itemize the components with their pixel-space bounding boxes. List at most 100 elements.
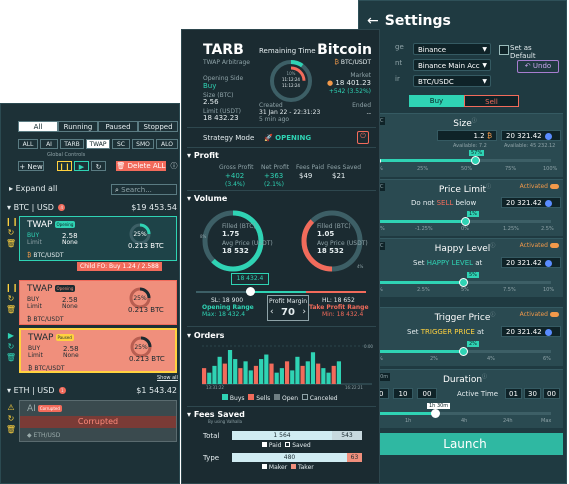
expand-all-button[interactable]: ▸ Expand all (9, 184, 58, 193)
filter-ai[interactable]: AI (40, 139, 58, 149)
order-bar (331, 365, 336, 384)
order-bar (227, 350, 233, 384)
filter-alo[interactable]: ALO (156, 139, 178, 149)
size-slider[interactable] (375, 156, 551, 165)
ethereum-icon: ◆ (27, 432, 32, 439)
order-bar (269, 363, 274, 384)
order-bar (248, 370, 253, 384)
set-default-checkbox[interactable] (499, 45, 509, 55)
refresh-button[interactable]: ↻ (91, 161, 106, 171)
orders-bar-chart (202, 345, 372, 385)
show-all-link[interactable]: Show all (157, 375, 178, 381)
strategy-card-corrupted[interactable]: AI Corrupted Corrupted ◆ ETH/USD (19, 400, 177, 442)
volume-section-header[interactable]: ▾ Volume (187, 194, 228, 203)
trash-icon: 🗑 (116, 162, 126, 170)
pair-row: ir BTC/USDC ▼ (367, 75, 559, 88)
price-change: +542 (3.52%) (328, 88, 371, 95)
stop-icon[interactable]: ⏻ (357, 131, 369, 144)
size-amount-input[interactable]: 1.2 ₿ (437, 130, 497, 141)
search-icon: ⌕ (115, 186, 119, 194)
order-bar (207, 372, 212, 384)
undo-button[interactable]: ↶ Undo (517, 60, 559, 73)
exchange-select[interactable]: Binance ▼ (413, 43, 491, 55)
chevron-down-icon: ▼ (482, 46, 487, 53)
trigger-price-input[interactable]: 20 321.42 (501, 326, 561, 337)
order-bar (300, 365, 305, 384)
order-bar (274, 372, 279, 384)
active-hours[interactable]: 01 (505, 388, 522, 399)
orders-section-header[interactable]: ▾ Orders (187, 331, 225, 340)
buy-sell-toggle: Buy Sell (409, 95, 519, 107)
pause-all-button[interactable]: ❙❙ (57, 161, 72, 171)
strategy-card[interactable]: TWAP Paused BUY Limit 2.58 None 25% 0.213… (19, 328, 177, 373)
btc-group-header[interactable]: ▾ BTC | USD 4 $19 453.54 (7, 203, 177, 212)
svg-text:4%: 4% (357, 264, 364, 269)
duration-seconds[interactable]: 00 (417, 388, 437, 399)
order-bar (290, 370, 295, 384)
range-ruler (196, 291, 366, 293)
eth-group-header[interactable]: ▾ ETH | USD 1 $1 543.42 (7, 386, 177, 395)
buy-tab[interactable]: Buy (409, 95, 464, 107)
margin-decrease[interactable]: ‹ (270, 307, 274, 317)
happy-level-slider[interactable] (375, 278, 551, 287)
card-controls[interactable]: ❙❙ ↻ 🗑 (5, 283, 19, 314)
bitcoin-icon: ₿ (27, 316, 32, 323)
happy-level-toggle[interactable]: Activated (520, 242, 559, 249)
active-seconds[interactable]: 00 (543, 388, 560, 399)
filter-tarb[interactable]: TARB (60, 139, 84, 149)
trigger-price-fill (375, 350, 463, 353)
svg-text:11:12:24: 11:12:24 (282, 83, 300, 88)
tab-all[interactable]: All (18, 121, 58, 132)
order-bar (295, 356, 300, 384)
filter-sc[interactable]: SC (112, 139, 130, 149)
price-limit-toggle[interactable]: Activated (520, 183, 559, 190)
happy-level-fill (375, 281, 463, 284)
play-icon: ▶ (78, 163, 85, 171)
back-arrow-icon[interactable]: ← (367, 13, 379, 29)
strategy-card[interactable]: TWAP Opening BUY Limit 2.58 None 25% 0.21… (19, 280, 177, 325)
pair-select[interactable]: BTC/USDC ▼ (413, 75, 491, 87)
undo-icon: ↶ (524, 62, 531, 70)
filter-all[interactable]: ALL (18, 139, 38, 149)
profit-section-header[interactable]: ▾ Profit (187, 151, 219, 160)
margin-increase[interactable]: › (302, 307, 306, 317)
trigger-price-toggle[interactable]: Activated (520, 311, 559, 318)
progress-donut: 25% (130, 336, 152, 358)
launch-button[interactable]: Launch (367, 433, 563, 455)
order-bar (253, 365, 259, 384)
order-bar (202, 368, 207, 384)
strategy-card[interactable]: TWAP Opening BUY Limit 2.58 None 25% 0.21… (19, 216, 177, 261)
search-input[interactable]: ⌕ Search... (111, 184, 177, 195)
order-bar (316, 363, 321, 384)
price-limit-slider[interactable] (375, 217, 551, 226)
account-select[interactable]: Binance Main Acc ▼ (413, 59, 491, 71)
fees-section-header[interactable]: ▾ Fees Saved (187, 410, 245, 419)
duration-knob (431, 409, 440, 418)
sell-tab[interactable]: Sell (464, 95, 519, 107)
happy-level-section: 1 BTC Happy Levelⓘ Activated Set HAPPY L… (367, 238, 563, 297)
info-icon[interactable]: ⓘ (170, 162, 178, 170)
card-controls[interactable]: ❙❙ ↻ 🗑 (5, 217, 19, 248)
play-all-button[interactable]: ▶ (74, 161, 89, 171)
duration-slider[interactable] (375, 409, 551, 418)
price-limit-fill (375, 220, 465, 223)
card-controls[interactable]: ⚠ ↻ 🗑 (5, 403, 17, 434)
tab-running[interactable]: Running (58, 121, 98, 132)
trigger-price-slider[interactable] (375, 347, 551, 356)
tab-stopped[interactable]: Stopped (138, 121, 178, 132)
card-controls[interactable]: ▶ ↻ 🗑 (5, 331, 17, 362)
delete-all-button[interactable]: 🗑 Delete ALL (116, 161, 166, 171)
duration-minutes[interactable]: 10 (393, 388, 413, 399)
price-limit-input[interactable]: 20 321.42 (501, 197, 561, 208)
svg-text:11:12:24: 11:12:24 (282, 77, 300, 82)
price-limit-knob (461, 217, 470, 226)
size-usd-input[interactable]: 20 321.42 (501, 130, 561, 141)
filter-smo[interactable]: SMO (132, 139, 154, 149)
happy-level-input[interactable]: 20 321.42 (501, 257, 561, 268)
order-bar (233, 359, 238, 384)
tab-paused[interactable]: Paused (98, 121, 138, 132)
filter-twap[interactable]: TWAP (86, 139, 110, 149)
active-minutes[interactable]: 30 (524, 388, 541, 399)
child-order-bar[interactable]: Child FO: Buy 1.24 / 2.588 (77, 262, 162, 271)
new-button[interactable]: + New (18, 161, 44, 171)
